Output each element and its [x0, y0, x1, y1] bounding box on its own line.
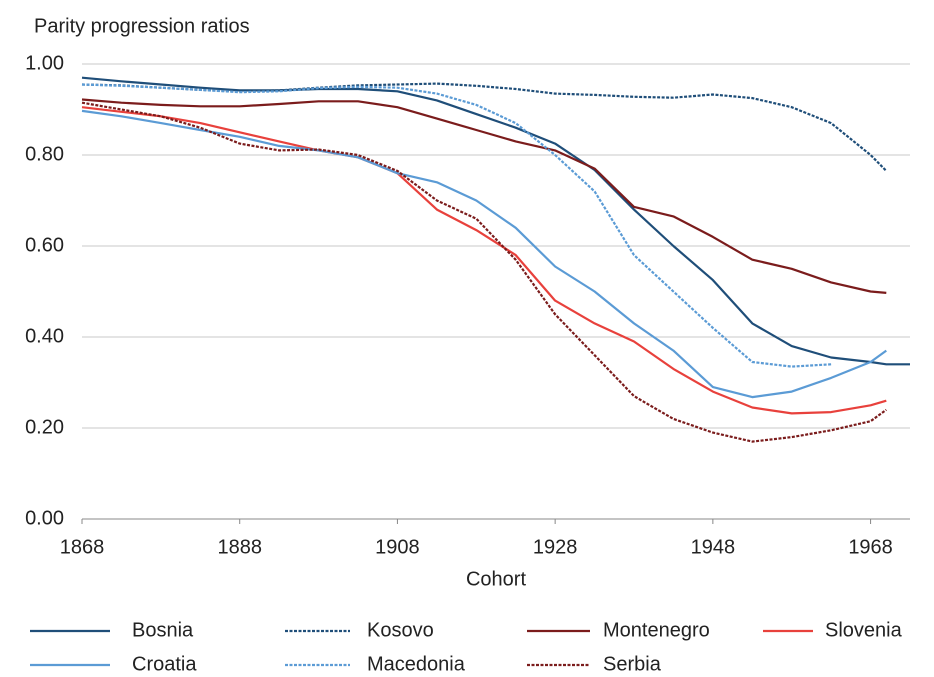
y-tick-label: 0.00: [25, 507, 64, 529]
legend-label: Bosnia: [132, 619, 194, 641]
x-tick-label: 1888: [217, 536, 262, 558]
y-tick-label: 0.60: [25, 234, 64, 256]
series-line: [81, 82, 888, 172]
x-tick-label: 1868: [60, 536, 105, 558]
legend-label: Slovenia: [825, 619, 903, 641]
y-tick-label: 1.00: [25, 52, 64, 74]
x-tick-label: 1908: [375, 536, 420, 558]
legend-label: Croatia: [132, 653, 197, 675]
series-line: [81, 98, 887, 294]
x-tick-label: 1928: [533, 536, 578, 558]
y-tick-label: 0.40: [25, 325, 64, 347]
series-line: [81, 101, 887, 443]
series-line: [81, 83, 832, 368]
x-axis-label: Cohort: [466, 568, 526, 590]
x-tick-label: 1948: [691, 536, 736, 558]
x-tick-label: 1968: [848, 536, 893, 558]
series-line: [81, 106, 887, 415]
legend-label: Macedonia: [367, 653, 466, 675]
y-tick-label: 0.80: [25, 143, 64, 165]
legend-label: Kosovo: [367, 619, 434, 641]
series-line: [81, 76, 910, 366]
series-line: [81, 109, 887, 399]
chart-title: Parity progression ratios: [34, 15, 250, 37]
y-tick-label: 0.20: [25, 416, 64, 438]
legend-label: Serbia: [603, 653, 662, 675]
legend-label: Montenegro: [603, 619, 710, 641]
